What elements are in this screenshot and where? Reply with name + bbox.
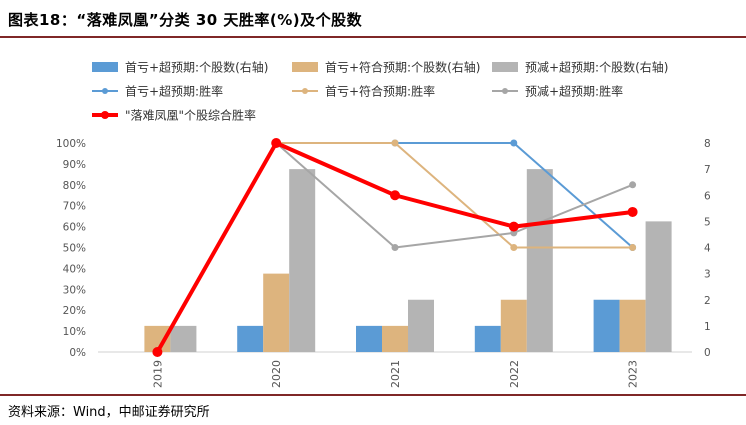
lines [152, 138, 638, 357]
bar [408, 299, 434, 352]
right-tick-label: 8 [704, 138, 711, 150]
bar [526, 169, 553, 352]
bar [237, 325, 264, 352]
line-point [627, 206, 638, 217]
line-point [508, 221, 519, 232]
line-point [629, 244, 637, 251]
right-tick-label: 6 [704, 190, 711, 202]
left-tick-label: 50% [63, 243, 86, 255]
line-point [390, 190, 400, 201]
legend-swatch-bar [92, 62, 118, 72]
left-tick-label: 0% [69, 347, 86, 359]
legend-swatch-marker [502, 88, 508, 94]
bar [263, 273, 290, 352]
line-point [510, 139, 518, 147]
bar [289, 169, 316, 352]
legend-label: 预减+超预期:个股数(右轴) [525, 60, 668, 75]
source-rule [0, 394, 746, 396]
source-note: 资料来源：Wind，中邮证券研究所 [8, 405, 210, 420]
x-tick-label: 2023 [627, 360, 640, 388]
line-point [629, 181, 637, 189]
bar [593, 299, 620, 352]
bar [645, 221, 672, 352]
right-tick-label: 2 [704, 295, 711, 307]
left-tick-label: 30% [63, 284, 86, 296]
line-point [391, 244, 399, 251]
chart-title: 图表18：“落难凤凰”分类 30 天胜率(%)及个股数 [8, 11, 363, 29]
legend-label: 首亏+超预期:个股数(右轴) [125, 60, 268, 75]
series-line [275, 142, 633, 249]
legend-label: 首亏+超预期:胜率 [125, 84, 223, 99]
legend-swatch-marker [102, 88, 108, 94]
right-tick-label: 3 [704, 269, 711, 281]
left-tick-label: 10% [63, 326, 86, 338]
x-tick-label: 2022 [508, 360, 521, 388]
line-point [271, 138, 282, 148]
right-tick-label: 1 [704, 321, 711, 333]
legend-label: 预减+超预期:胜率 [525, 84, 623, 99]
legend-label: "落难凤凰"个股综合胜率 [125, 108, 256, 123]
left-tick-label: 90% [63, 159, 86, 171]
legend-swatch-bar [492, 62, 518, 72]
legend-swatch-bar [292, 62, 318, 72]
right-tick-label: 4 [704, 243, 711, 255]
left-tick-label: 60% [63, 222, 86, 234]
left-tick-label: 80% [63, 180, 86, 192]
bar [500, 299, 527, 352]
x-tick-label: 2020 [270, 360, 283, 388]
axes: 0% 10% 20% 30% 40% 50% 60% 70% 80% 90% 100% 0 1 2 3 4 5 6… [56, 138, 711, 388]
bars [144, 169, 672, 352]
left-tick-label: 100% [56, 138, 86, 150]
line-point [510, 244, 518, 251]
legend-label: 首亏+符合预期:胜率 [325, 84, 435, 99]
bar [619, 299, 646, 352]
left-tick-label: 70% [63, 201, 86, 213]
legend-swatch-marker [302, 88, 308, 94]
line-point [152, 347, 163, 357]
left-tick-label: 20% [63, 305, 86, 317]
title-rule [0, 36, 746, 38]
right-tick-label: 0 [704, 347, 711, 359]
bar [356, 325, 382, 352]
bar [170, 325, 197, 352]
bar [382, 325, 408, 352]
legend-label: 首亏+符合预期:个股数(右轴) [325, 60, 480, 75]
bar [474, 325, 501, 352]
left-tick-label: 40% [63, 263, 86, 275]
series-line [276, 142, 633, 249]
legend: 首亏+超预期:个股数(右轴) 首亏+符合预期:个股数(右轴) 预减+超预期:个股数(… [92, 60, 668, 123]
right-tick-label: 5 [704, 216, 711, 228]
right-tick-label: 7 [704, 164, 711, 176]
line-point [391, 139, 399, 147]
x-tick-label: 2019 [151, 360, 164, 388]
x-tick-label: 2021 [389, 360, 402, 388]
legend-swatch-marker [101, 111, 109, 119]
